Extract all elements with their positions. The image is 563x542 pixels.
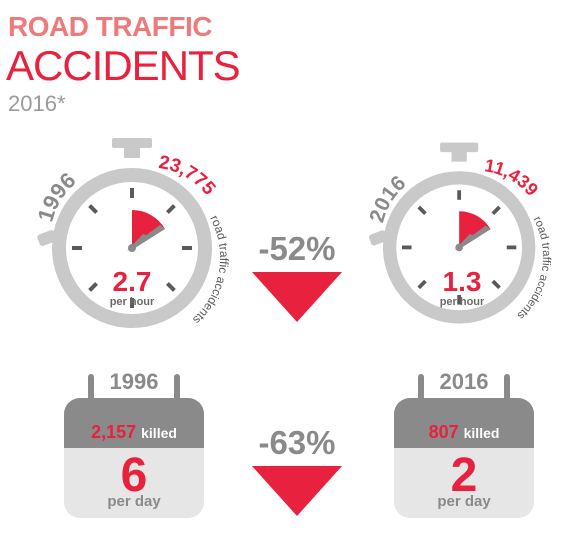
accidents-change-percent: -52% [258, 230, 336, 267]
killed-change-percent: -63% [258, 424, 336, 461]
calendar-ring-left [88, 374, 94, 408]
down-arrow-icon [252, 272, 342, 322]
title-year: 2016* [8, 91, 66, 116]
title-line-2: ACCIDENTS [6, 42, 241, 89]
calendar-killed: 807 killed [395, 422, 533, 443]
calendar-per-day-unit: per day [107, 493, 161, 510]
stopwatch-crown-stem [124, 146, 140, 158]
calendar-killed: 2,157 killed [65, 422, 203, 443]
title-line-1: ROAD TRAFFIC [8, 11, 212, 42]
stopwatch-2016: 2016 11,439 road traffic accidents [365, 142, 552, 324]
down-arrow-icon [252, 466, 342, 516]
killed-number: 807 [428, 422, 459, 442]
killed-number: 2,157 [91, 422, 137, 442]
stopwatch-side-button [37, 230, 57, 246]
calendar-ring-right [174, 374, 180, 408]
stopwatch-1996: 1996 23,775 road traffic accidents [33, 138, 231, 328]
stopwatch-rate-unit: per hour [109, 296, 155, 308]
stopwatch-crown-cap [112, 138, 152, 148]
calendar-year: 1996 [109, 369, 159, 394]
stopwatch-rate: 1.3 [442, 266, 482, 297]
calendar-year: 2016 [439, 369, 489, 394]
stopwatch-rate-unit: per hour [439, 296, 485, 308]
calendar-per-day-value: 6 [120, 449, 148, 502]
calendar-per-day-unit: per day [437, 493, 491, 510]
calendar-header [64, 398, 204, 448]
calendar-1996 [64, 374, 204, 518]
killed-label: killed [463, 425, 500, 441]
killed-label: killed [141, 425, 177, 441]
calendar-2016 [394, 374, 534, 518]
stopwatch-ticks [72, 188, 192, 308]
calendar-per-day-value: 2 [450, 449, 478, 502]
stopwatch-rate: 2.7 [112, 266, 152, 297]
